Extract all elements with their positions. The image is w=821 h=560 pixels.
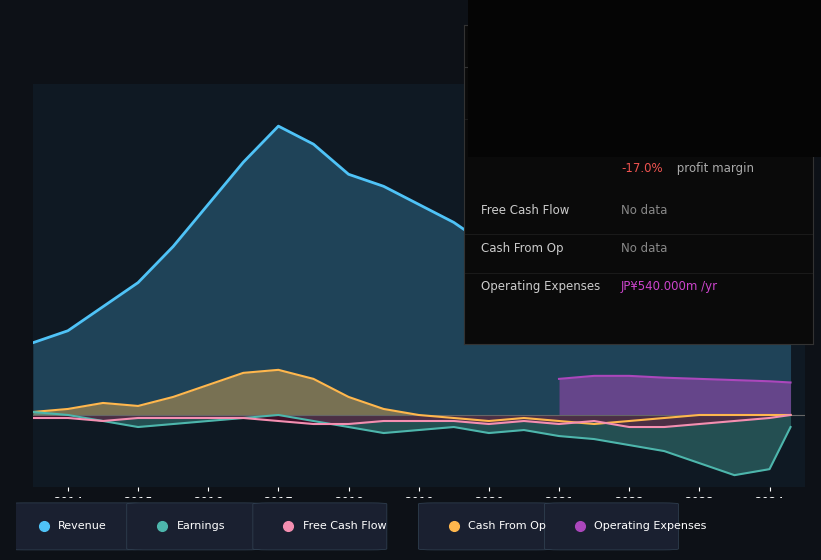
FancyBboxPatch shape [126, 503, 261, 550]
Text: Revenue: Revenue [481, 89, 533, 102]
Text: Revenue: Revenue [58, 521, 107, 531]
Text: JP¥1.286b /yr: JP¥1.286b /yr [621, 89, 699, 102]
Text: Cash From Op: Cash From Op [481, 242, 564, 255]
Text: Free Cash Flow: Free Cash Flow [481, 204, 570, 217]
FancyBboxPatch shape [419, 503, 553, 550]
Text: Earnings: Earnings [177, 521, 225, 531]
Text: Free Cash Flow: Free Cash Flow [302, 521, 386, 531]
FancyBboxPatch shape [8, 503, 143, 550]
Text: No data: No data [621, 242, 667, 255]
Text: JP¥540.000m /yr: JP¥540.000m /yr [621, 281, 718, 293]
Text: -17.0%: -17.0% [621, 162, 663, 175]
FancyBboxPatch shape [253, 503, 387, 550]
Text: Jun 30 2024: Jun 30 2024 [481, 48, 574, 62]
Text: No data: No data [621, 204, 667, 217]
Text: Earnings: Earnings [481, 130, 533, 143]
Text: Cash From Op: Cash From Op [468, 521, 546, 531]
Text: Operating Expenses: Operating Expenses [481, 281, 600, 293]
Text: profit margin: profit margin [672, 162, 754, 175]
Text: Operating Expenses: Operating Expenses [594, 521, 707, 531]
FancyBboxPatch shape [544, 503, 678, 550]
Text: -JP¥218.000m /yr: -JP¥218.000m /yr [621, 130, 723, 143]
